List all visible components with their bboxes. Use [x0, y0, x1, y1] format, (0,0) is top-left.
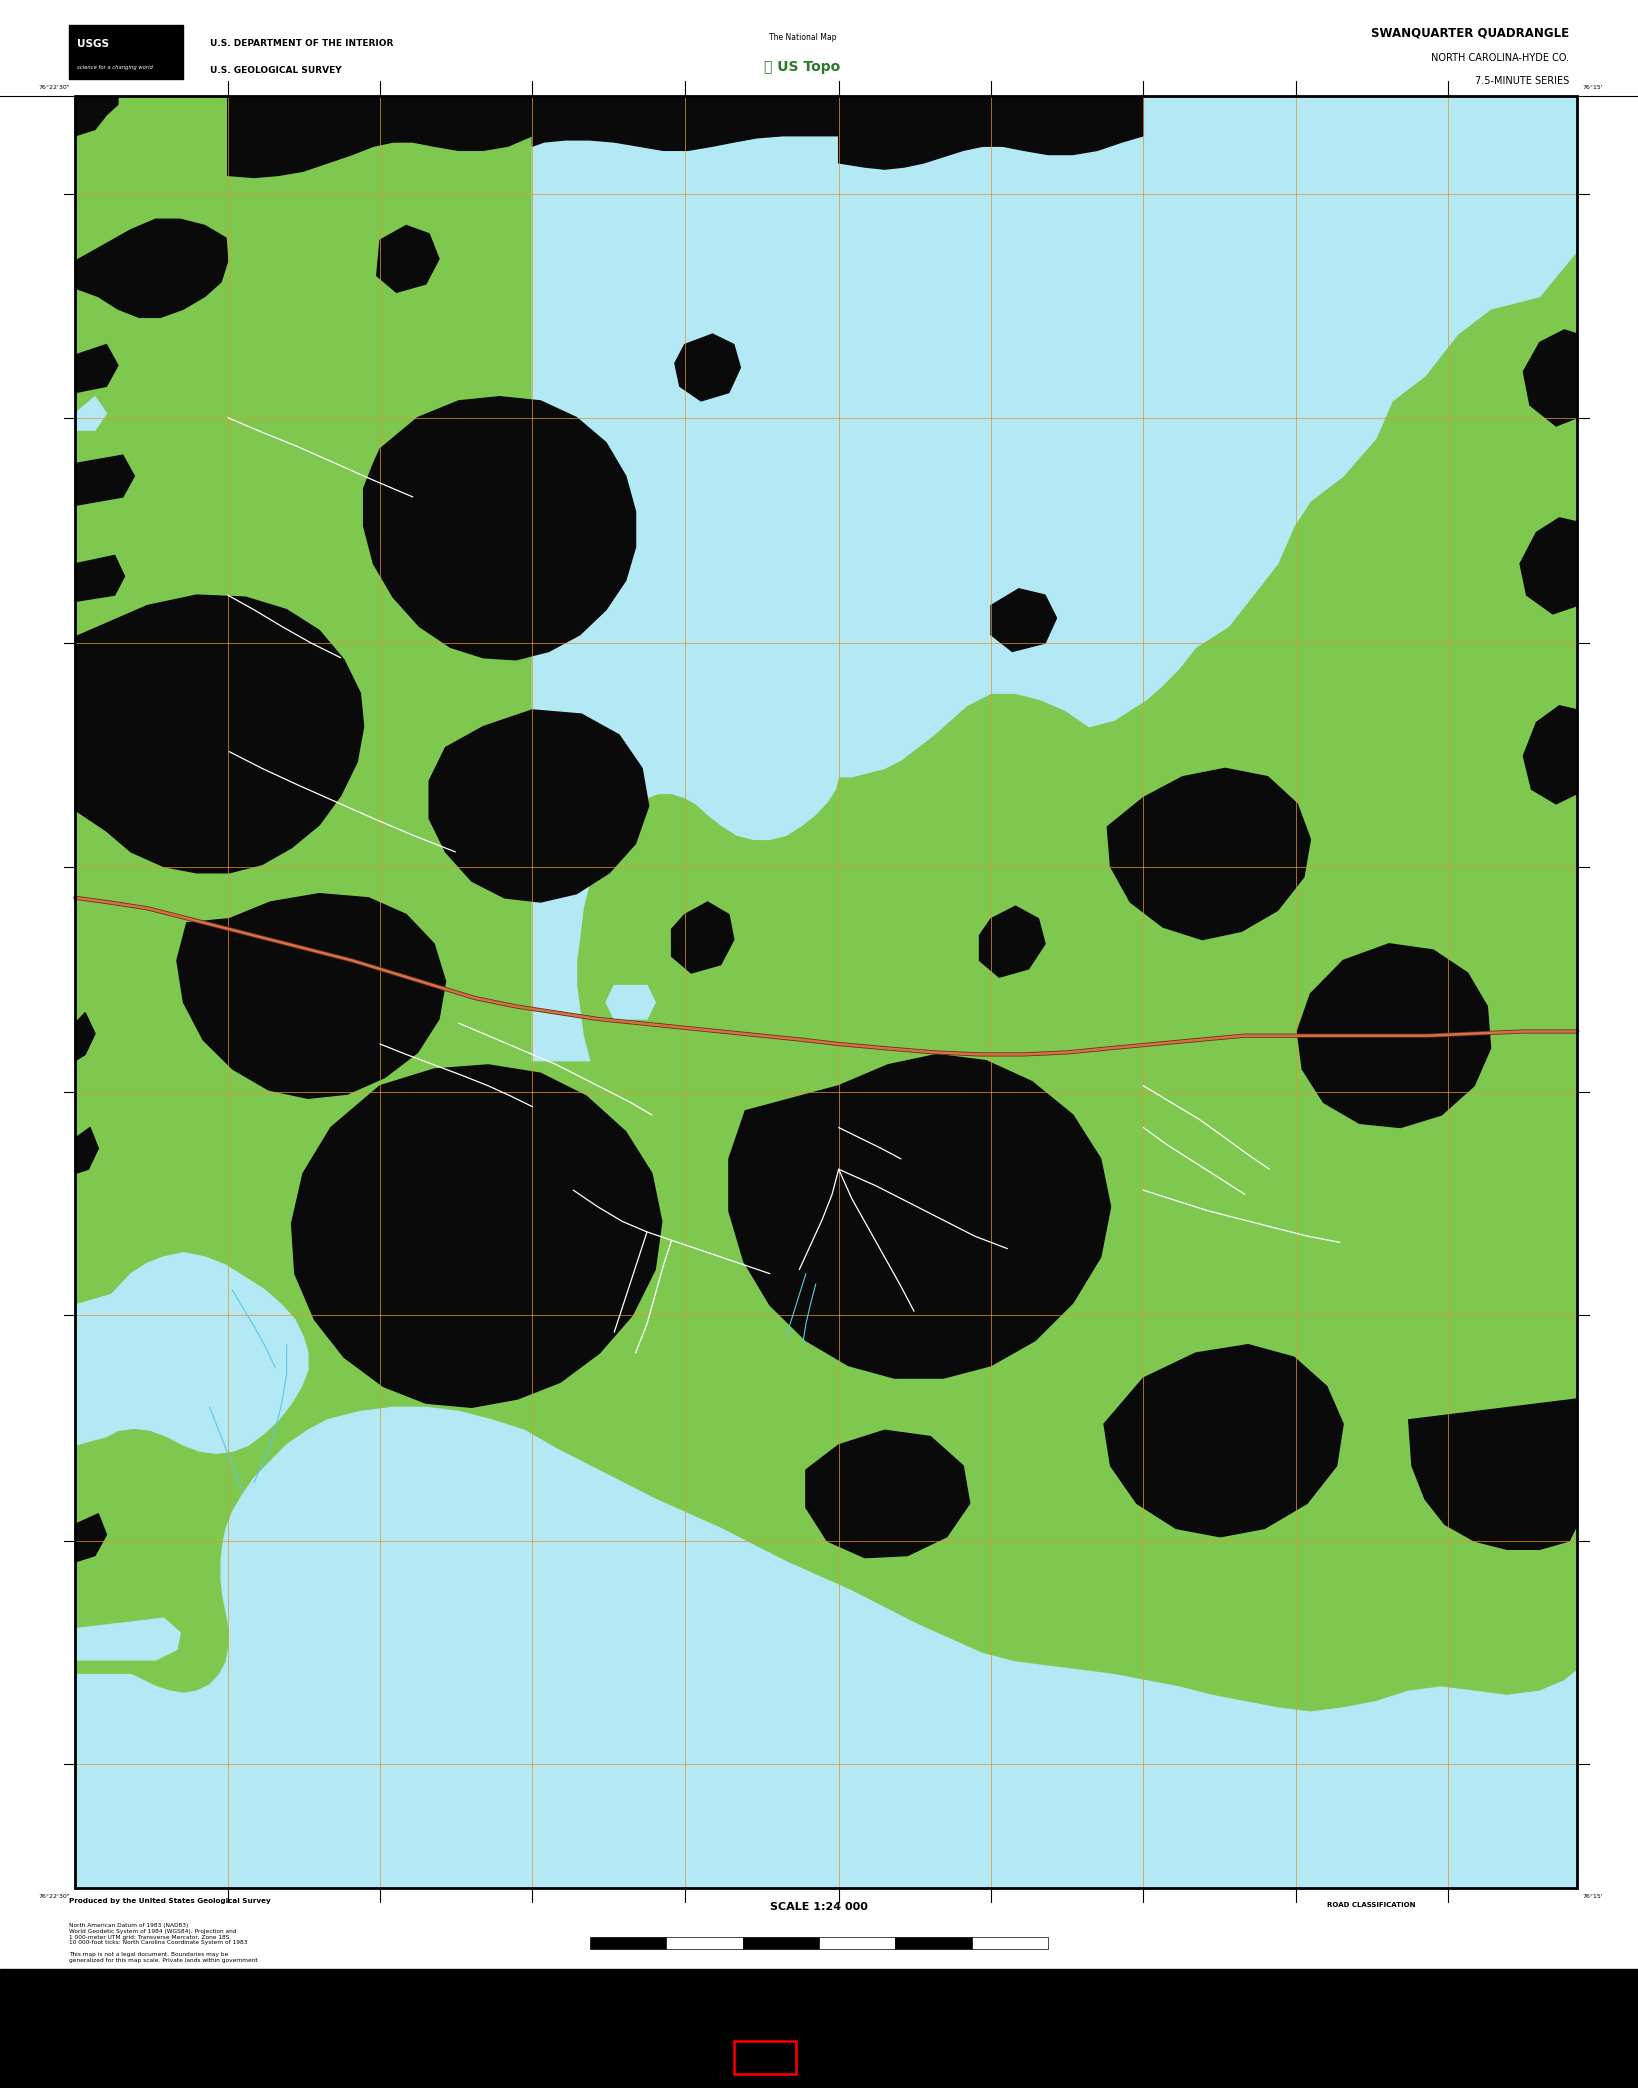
Text: SWANQUARTER QUADRANGLE: SWANQUARTER QUADRANGLE	[1371, 27, 1569, 40]
Polygon shape	[75, 96, 118, 136]
Polygon shape	[675, 334, 740, 401]
Polygon shape	[606, 986, 655, 1019]
Polygon shape	[75, 1618, 180, 1660]
Bar	[742, 1938, 819, 1950]
Polygon shape	[75, 1514, 106, 1562]
Polygon shape	[75, 397, 106, 430]
Text: U.S. GEOLOGICAL SURVEY: U.S. GEOLOGICAL SURVEY	[210, 67, 341, 75]
Bar	[0, 0, 1638, 96]
Text: Ⓜ US Topo: Ⓜ US Topo	[765, 61, 840, 73]
Polygon shape	[729, 1054, 1111, 1378]
Polygon shape	[991, 589, 1057, 651]
Polygon shape	[980, 906, 1045, 977]
Text: 76°22'30": 76°22'30"	[39, 1894, 70, 1898]
Text: 7.5-MINUTE SERIES: 7.5-MINUTE SERIES	[1474, 77, 1569, 86]
Polygon shape	[228, 96, 532, 177]
Bar	[69, 25, 183, 79]
Bar	[819, 1938, 896, 1950]
Polygon shape	[177, 894, 446, 1098]
Text: 76°15': 76°15'	[1582, 1894, 1604, 1898]
Bar	[75, 96, 1577, 1888]
Polygon shape	[75, 595, 364, 873]
Text: Produced by the United States Geological Survey: Produced by the United States Geological…	[69, 1898, 270, 1904]
Bar	[667, 1938, 742, 1950]
Polygon shape	[1409, 1399, 1577, 1549]
Text: NORTH CAROLINA-HYDE CO.: NORTH CAROLINA-HYDE CO.	[1432, 54, 1569, 63]
Polygon shape	[75, 1407, 1577, 1888]
Polygon shape	[672, 902, 734, 973]
Polygon shape	[75, 219, 228, 317]
Polygon shape	[1107, 768, 1310, 940]
Bar	[734, 2042, 796, 2075]
Text: U.S. DEPARTMENT OF THE INTERIOR: U.S. DEPARTMENT OF THE INTERIOR	[210, 40, 393, 48]
Text: science for a changing world: science for a changing world	[77, 65, 152, 69]
Polygon shape	[75, 555, 124, 601]
Bar	[0, 1888, 1638, 1969]
Polygon shape	[1104, 1345, 1343, 1537]
Polygon shape	[75, 1013, 95, 1061]
Text: The National Map: The National Map	[768, 33, 837, 42]
Polygon shape	[1297, 944, 1491, 1128]
Polygon shape	[1520, 518, 1577, 614]
Text: SCALE 1:24 000: SCALE 1:24 000	[770, 1902, 868, 1913]
Polygon shape	[532, 96, 839, 150]
Polygon shape	[839, 96, 1143, 169]
Polygon shape	[806, 1430, 970, 1558]
Polygon shape	[75, 345, 118, 393]
Polygon shape	[429, 710, 649, 902]
Text: 76°22'30": 76°22'30"	[39, 86, 70, 90]
Polygon shape	[292, 1065, 662, 1407]
Polygon shape	[1523, 330, 1577, 426]
Polygon shape	[75, 1253, 308, 1453]
Text: ROAD CLASSIFICATION: ROAD CLASSIFICATION	[1327, 1902, 1415, 1908]
Polygon shape	[377, 226, 439, 292]
Bar	[971, 1938, 1048, 1950]
Polygon shape	[75, 1128, 98, 1173]
Polygon shape	[1523, 706, 1577, 804]
Polygon shape	[364, 397, 636, 660]
Bar	[896, 1938, 971, 1950]
Text: 76°15': 76°15'	[1582, 86, 1604, 90]
Text: USGS: USGS	[77, 40, 110, 48]
Polygon shape	[75, 455, 134, 505]
Bar	[75, 96, 1577, 1888]
Text: North American Datum of 1983 (NAD83)
World Geodetic System of 1984 (WGS84). Proj: North American Datum of 1983 (NAD83) Wor…	[69, 1923, 257, 1963]
Polygon shape	[532, 96, 839, 1061]
Bar	[590, 1938, 667, 1950]
Bar	[0, 1969, 1638, 2088]
Polygon shape	[839, 96, 1577, 777]
